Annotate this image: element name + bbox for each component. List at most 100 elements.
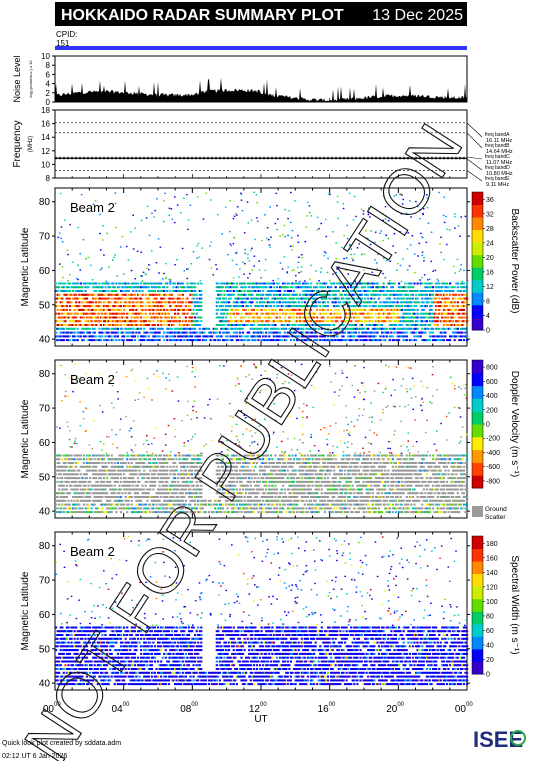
data-cell — [169, 308, 172, 311]
data-cell — [423, 260, 425, 262]
data-cell — [166, 473, 169, 476]
data-cell — [209, 503, 212, 506]
data-cell — [220, 503, 223, 506]
data-cell — [226, 308, 229, 311]
data-cell — [180, 473, 183, 476]
data-cell — [235, 251, 238, 254]
data-cell — [445, 282, 449, 285]
data-cell — [95, 473, 98, 476]
data-cell — [167, 511, 170, 514]
data-cell — [191, 339, 194, 342]
data-cell — [138, 488, 141, 491]
data-cell — [436, 327, 439, 330]
data-cell — [379, 305, 382, 308]
data-cell — [164, 499, 167, 502]
data-cell — [453, 293, 456, 296]
data-cell — [462, 320, 466, 323]
data-cell — [170, 335, 174, 338]
data-cell — [161, 308, 164, 311]
data-cell — [135, 469, 138, 472]
data-cell — [251, 312, 254, 315]
data-cell — [445, 339, 449, 342]
data-cell — [288, 305, 291, 308]
data-cell — [104, 503, 107, 506]
data-cell — [217, 462, 220, 464]
data-cell — [106, 511, 109, 514]
data-cell — [164, 484, 167, 487]
data-cell — [388, 282, 391, 285]
data-cell — [144, 312, 147, 315]
data-cell — [424, 312, 427, 315]
data-cell — [136, 250, 139, 252]
data-cell — [115, 477, 118, 480]
data-cell — [229, 293, 232, 296]
data-cell — [241, 316, 245, 319]
data-cell — [218, 484, 221, 487]
data-cell — [381, 305, 384, 308]
data-cell — [191, 324, 194, 326]
data-cell — [129, 454, 132, 457]
data-cell — [147, 458, 150, 461]
data-cell — [317, 324, 320, 326]
data-cell — [368, 282, 371, 285]
data-cell — [231, 259, 234, 262]
data-cell — [218, 331, 221, 334]
data-cell — [61, 503, 64, 506]
data-cell — [415, 335, 418, 338]
data-cell — [61, 312, 64, 315]
data-cell — [95, 320, 98, 323]
data-cell — [175, 454, 178, 457]
data-cell — [95, 316, 98, 319]
data-cell — [177, 477, 180, 480]
data-cell — [462, 335, 466, 338]
data-cell — [164, 469, 167, 472]
data-cell — [187, 268, 189, 270]
data-cell — [421, 276, 423, 279]
data-cell — [200, 484, 203, 487]
data-cell — [311, 290, 314, 292]
data-cell — [163, 503, 166, 506]
data-cell — [285, 308, 288, 311]
data-cell — [85, 511, 89, 514]
data-cell — [113, 297, 116, 300]
data-cell — [305, 286, 308, 289]
data-cell — [404, 339, 407, 342]
data-cell — [130, 454, 133, 457]
data-cell — [396, 339, 399, 342]
data-cell — [112, 316, 115, 319]
colorbar-segment — [472, 279, 483, 293]
data-cell — [55, 297, 58, 300]
data-cell — [466, 335, 469, 338]
data-cell — [415, 293, 418, 296]
data-cell — [450, 335, 453, 338]
data-cell — [102, 282, 106, 285]
data-cell — [238, 276, 240, 278]
data-cell — [132, 327, 135, 330]
data-cell — [187, 469, 191, 472]
data-cell — [417, 205, 419, 208]
data-cell — [132, 290, 135, 292]
data-cell — [192, 492, 195, 495]
data-cell — [200, 454, 203, 457]
data-cell — [175, 511, 178, 514]
data-cell — [172, 335, 175, 338]
data-cell — [245, 324, 248, 326]
data-cell — [462, 293, 466, 296]
data-cell — [242, 261, 244, 264]
data-cell — [223, 511, 226, 514]
data-cell — [102, 469, 106, 472]
data-cell — [132, 297, 135, 300]
data-cell — [109, 458, 112, 461]
data-cell — [280, 335, 283, 338]
data-cell — [302, 335, 305, 338]
data-cell — [62, 327, 65, 330]
data-cell — [291, 335, 294, 338]
data-cell — [396, 327, 399, 330]
data-cell — [374, 293, 377, 296]
data-cell — [123, 454, 126, 457]
data-cell — [428, 305, 432, 308]
data-cell — [72, 488, 75, 491]
data-cell — [404, 308, 407, 311]
data-cell — [382, 282, 385, 285]
